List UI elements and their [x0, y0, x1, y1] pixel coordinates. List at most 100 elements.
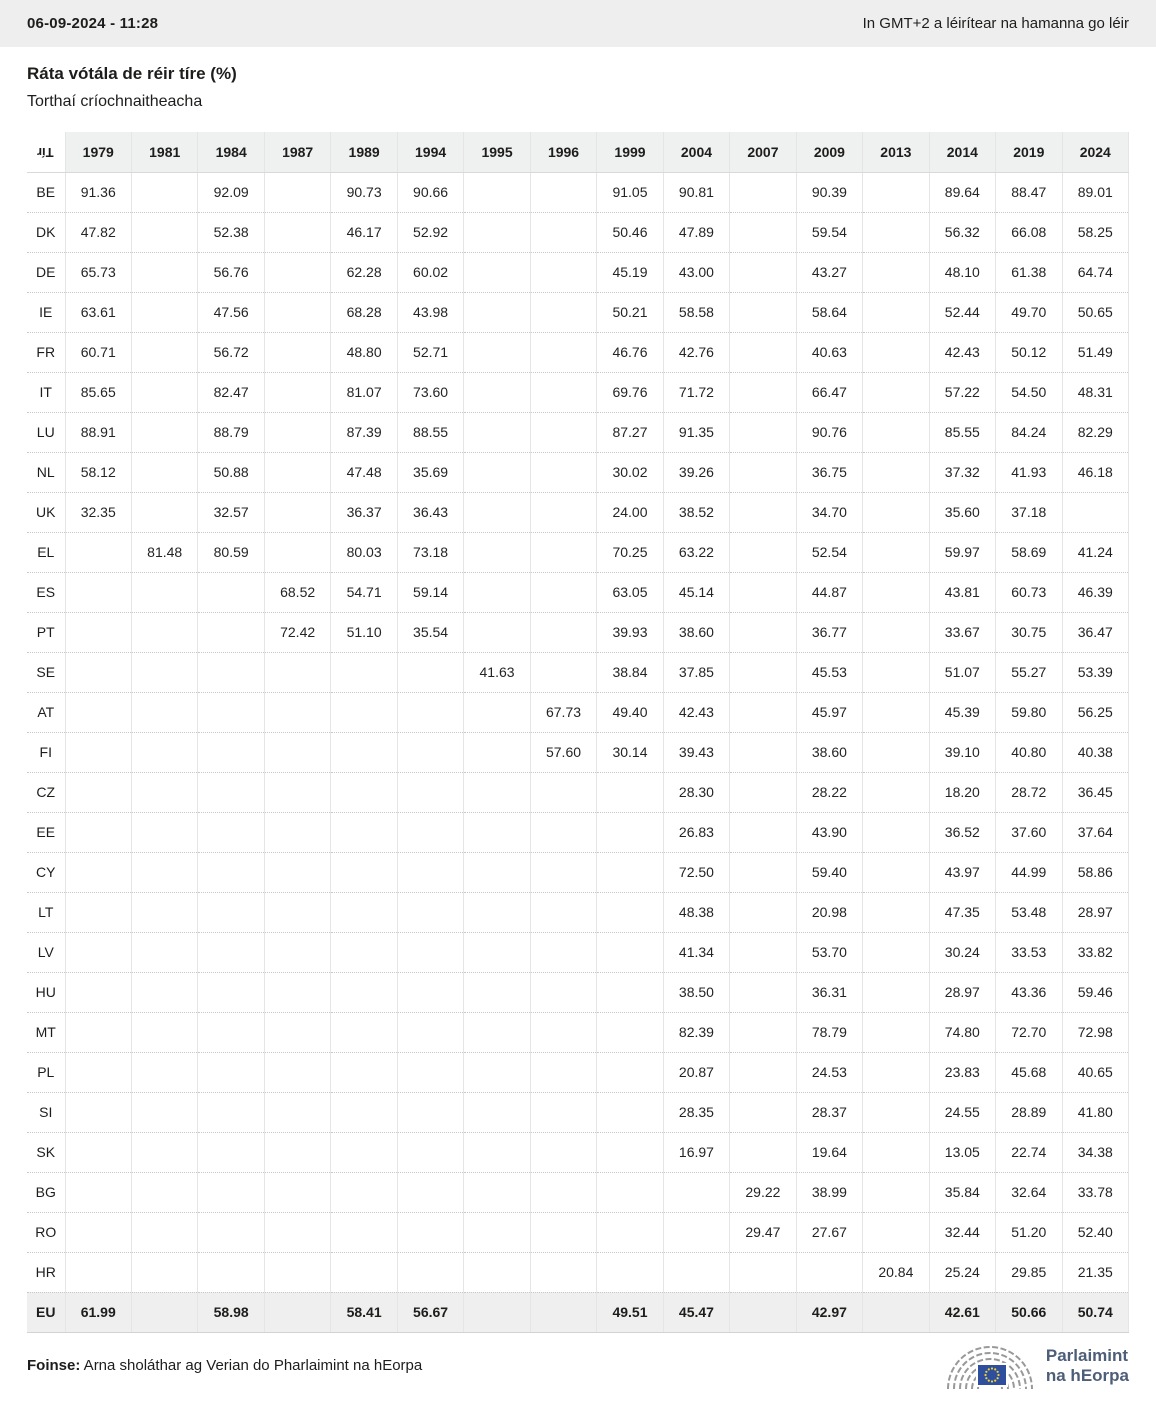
value-cell: 43.81 — [928, 571, 996, 612]
value-cell — [862, 411, 930, 452]
value-cell — [529, 851, 597, 892]
value-cell — [862, 1011, 930, 1052]
year-header: 2007 — [729, 132, 797, 173]
value-cell: 58.69 — [995, 531, 1063, 572]
value-cell: 43.97 — [928, 851, 996, 892]
value-cell: 88.47 — [995, 171, 1063, 212]
value-cell — [64, 1131, 132, 1172]
value-cell — [729, 571, 797, 612]
value-cell — [463, 251, 531, 292]
value-cell: 37.18 — [995, 491, 1063, 532]
value-cell — [729, 491, 797, 532]
value-cell — [130, 691, 198, 732]
value-cell — [330, 1251, 398, 1292]
value-cell: 45.53 — [795, 651, 863, 692]
eu-summary-row: EU 61.99 58.98 58.41 56.67 49.51 45.47 42.97 42.… — [27, 1291, 1130, 1333]
value-cell — [463, 691, 531, 732]
value-cell — [396, 1131, 464, 1172]
value-cell — [64, 1171, 132, 1212]
value-cell: 45.19 — [596, 251, 664, 292]
value-cell: 24.53 — [795, 1051, 863, 1092]
value-cell: 52.71 — [396, 331, 464, 372]
source-line: Foinse: Arna sholáthar ag Verian do Phar… — [27, 1357, 422, 1374]
year-header: 1996 — [529, 132, 597, 173]
value-cell — [729, 691, 797, 732]
value-cell — [130, 611, 198, 652]
value-cell — [396, 1011, 464, 1052]
value-cell — [197, 891, 265, 932]
footer: Foinse: Arna sholáthar ag Verian do Phar… — [0, 1337, 1156, 1395]
value-cell — [529, 171, 597, 212]
value-cell: 25.24 — [928, 1251, 996, 1292]
value-cell: 26.83 — [662, 811, 730, 852]
value-cell: 91.35 — [662, 411, 730, 452]
value-cell: 50.12 — [995, 331, 1063, 372]
value-cell — [263, 1091, 331, 1132]
value-cell — [197, 1251, 265, 1292]
value-cell — [330, 1051, 398, 1092]
country-cell: IT — [27, 371, 65, 412]
country-cell: BG — [27, 1171, 65, 1212]
value-cell: 41.24 — [1061, 531, 1130, 572]
country-cell: CZ — [27, 771, 65, 812]
value-cell: 24.55 — [928, 1091, 996, 1132]
value-cell — [463, 411, 531, 452]
value-cell — [130, 1171, 198, 1212]
value-cell: 59.40 — [795, 851, 863, 892]
table-row: EL 81.48 80.59 80.03 73.18 70.25 63.22 52.54 59.… — [27, 531, 1130, 572]
value-cell: 20.87 — [662, 1051, 730, 1092]
year-header: 1981 — [130, 132, 198, 173]
value-cell: 52.44 — [928, 291, 996, 332]
value-cell — [130, 411, 198, 452]
value-cell — [463, 771, 531, 812]
value-cell: 56.25 — [1061, 691, 1130, 732]
value-cell: 51.07 — [928, 651, 996, 692]
value-cell: 53.70 — [795, 931, 863, 972]
value-cell: 41.34 — [662, 931, 730, 972]
value-cell — [729, 891, 797, 932]
value-cell — [64, 1051, 132, 1092]
value-cell — [729, 731, 797, 772]
value-cell: 61.38 — [995, 251, 1063, 292]
value-cell: 47.48 — [330, 451, 398, 492]
value-cell: 68.28 — [330, 291, 398, 332]
value-cell: 58.98 — [197, 1291, 265, 1333]
value-cell — [862, 691, 930, 732]
value-cell — [862, 651, 930, 692]
year-header: 1989 — [330, 132, 398, 173]
value-cell — [330, 1171, 398, 1212]
value-cell: 88.55 — [396, 411, 464, 452]
value-cell — [396, 771, 464, 812]
value-cell: 47.35 — [928, 891, 996, 932]
value-cell — [862, 491, 930, 532]
value-cell — [263, 371, 331, 412]
value-cell: 73.60 — [396, 371, 464, 412]
value-cell: 45.14 — [662, 571, 730, 612]
table-row: HU 38.50 36.31 28.97 43.36 59.46 — [27, 971, 1130, 1012]
value-cell: 28.89 — [995, 1091, 1063, 1132]
value-cell — [463, 1171, 531, 1212]
value-cell — [862, 1051, 930, 1092]
value-cell: 63.22 — [662, 531, 730, 572]
value-cell: 90.66 — [396, 171, 464, 212]
value-cell: 50.88 — [197, 451, 265, 492]
value-cell — [463, 891, 531, 932]
value-cell — [529, 1171, 597, 1212]
value-cell: 24.00 — [596, 491, 664, 532]
value-cell — [263, 251, 331, 292]
value-cell — [64, 1211, 132, 1252]
value-cell — [596, 971, 664, 1012]
value-cell: 30.24 — [928, 931, 996, 972]
value-cell — [463, 491, 531, 532]
table-row: SI 28.35 28.37 24.55 28.89 41.80 — [27, 1091, 1130, 1132]
report-datetime: 06-09-2024 - 11:28 — [27, 15, 159, 32]
value-cell — [396, 1091, 464, 1132]
table-row: IT 85.65 82.47 81.07 73.60 69.76 71.72 66.47 57.… — [27, 371, 1130, 412]
source-label: Foinse: — [27, 1357, 81, 1374]
value-cell: 66.08 — [995, 211, 1063, 252]
value-cell — [596, 1251, 664, 1292]
value-cell — [130, 171, 198, 212]
value-cell — [529, 211, 597, 252]
value-cell — [263, 811, 331, 852]
value-cell — [729, 971, 797, 1012]
